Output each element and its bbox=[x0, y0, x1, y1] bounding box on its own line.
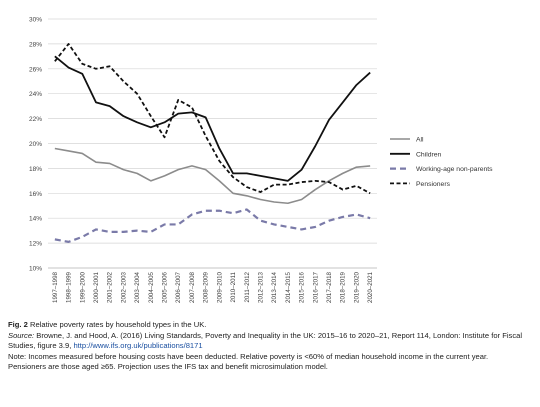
x-tick-label: 2010–2011 bbox=[230, 271, 237, 302]
y-tick-label: 16% bbox=[29, 191, 42, 198]
y-tick-label: 28% bbox=[29, 41, 42, 48]
x-tick-label: 2016–2017 bbox=[312, 271, 319, 303]
caption-title: Fig. 2 Relative poverty rates by househo… bbox=[8, 320, 528, 331]
y-tick-label: 30% bbox=[29, 17, 42, 24]
x-tick-label: 2011–2012 bbox=[244, 271, 251, 302]
legend-label: All bbox=[416, 137, 424, 144]
series-line-all bbox=[54, 147, 371, 205]
y-tick-label: 26% bbox=[29, 66, 42, 73]
x-tick-label: 2004–2005 bbox=[148, 271, 155, 303]
x-tick-label: 2002–2003 bbox=[120, 271, 127, 303]
gridlines bbox=[48, 18, 377, 269]
source-link[interactable]: http://www.ifs.org.uk/publications/8171 bbox=[73, 341, 203, 351]
line-chart: 10% 12% 14% 16% 18% 20% 22% 24% 26% 28% 30% 1997–1… bbox=[29, 17, 493, 303]
series-line-pensioners bbox=[54, 43, 371, 195]
y-tick-label: 20% bbox=[29, 141, 42, 148]
figure-title: Relative poverty rates by household type… bbox=[27, 320, 207, 329]
source-label: Source: bbox=[8, 330, 35, 340]
legend-label: Pensioners bbox=[416, 181, 451, 188]
y-tick-label: 14% bbox=[29, 216, 42, 223]
x-tick-label: 2014–2015 bbox=[285, 271, 292, 303]
legend-label: Working-age non-parents bbox=[416, 166, 493, 173]
x-tick-label: 2005–2006 bbox=[162, 271, 169, 303]
x-tick-label: 2019–2020 bbox=[353, 271, 360, 303]
figure-label: Fig. 2 bbox=[8, 320, 28, 329]
series-lines bbox=[54, 43, 371, 243]
series-line-working-age-non-parents bbox=[54, 208, 371, 243]
y-tick-label: 22% bbox=[29, 116, 42, 123]
y-tick-label: 10% bbox=[29, 266, 42, 273]
source-text: Browne, J. and Hood, A. (2016) Living St… bbox=[8, 330, 523, 351]
legend-label: Children bbox=[416, 151, 442, 158]
x-tick-label: 2008–2009 bbox=[203, 271, 210, 303]
x-tick-label: 1998–1999 bbox=[66, 271, 73, 303]
x-tick-label: 2001–2002 bbox=[107, 271, 114, 303]
x-tick-label: 2003–2004 bbox=[134, 271, 141, 303]
x-tick-label: 2017–2018 bbox=[326, 271, 333, 303]
legend: All Children Working-age non-parents Pensio… bbox=[390, 137, 493, 188]
x-tick-label: 2020–2021 bbox=[367, 271, 374, 303]
x-tick-label: 1997–1998 bbox=[52, 271, 59, 303]
x-axis: 1997–1998 1998–1999 1999–2000 2000–2001 2001… bbox=[48, 267, 377, 303]
x-tick-label: 2013–2014 bbox=[271, 271, 278, 303]
caption-source: Source: Browne, J. and Hood, A. (2016) L… bbox=[8, 331, 528, 352]
x-tick-label: 2000–2001 bbox=[93, 271, 100, 303]
x-tick-label: 2012–2013 bbox=[257, 271, 264, 303]
y-tick-label: 12% bbox=[29, 241, 42, 248]
caption-note: Note: Incomes measured before housing co… bbox=[8, 351, 489, 372]
x-tick-label: 1999–2000 bbox=[79, 271, 86, 303]
x-tick-label: 2007–2008 bbox=[189, 271, 196, 303]
y-tick-label: 18% bbox=[29, 166, 42, 173]
y-axis: 10% 12% 14% 16% 18% 20% 22% 24% 26% 28% 30% bbox=[29, 17, 42, 273]
x-tick-label: 2006–2007 bbox=[175, 271, 182, 303]
series-line-children bbox=[54, 55, 371, 182]
x-tick-label: 2009–2010 bbox=[216, 271, 223, 303]
x-tick-label: 2018–2019 bbox=[340, 271, 347, 303]
figure-caption: Fig. 2 Relative poverty rates by househo… bbox=[8, 320, 528, 373]
y-tick-label: 24% bbox=[29, 91, 42, 98]
x-tick-label: 2015–2016 bbox=[299, 271, 306, 303]
